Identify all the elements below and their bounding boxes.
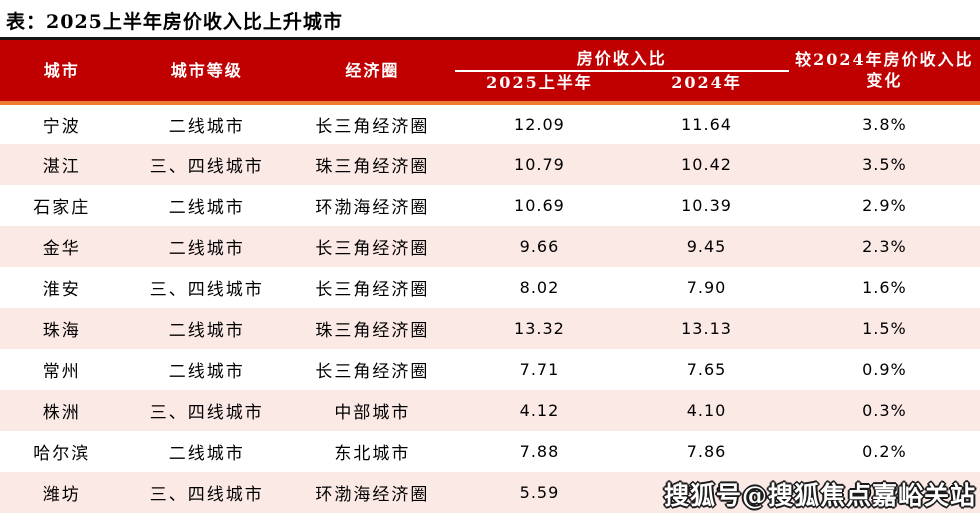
cell-ratio-2024: 11.64 <box>681 114 732 134</box>
cell-region: 环渤海经济圈 <box>315 197 430 218</box>
cell-city: 金华 <box>42 238 81 259</box>
table-row: 淮安 三、四线城市 长三角经济圈 8.02 7.90 1.6% <box>0 266 980 308</box>
page-title: 表：2025上半年房价收入比上升城市 <box>6 11 343 33</box>
cell-change: 3.8% <box>862 114 907 134</box>
cell-ratio-2025h1: 4.12 <box>519 400 560 420</box>
table-row: 珠海 二线城市 珠三角经济圈 13.32 13.13 1.5% <box>0 307 980 349</box>
cell-region: 长三角经济圈 <box>315 238 430 259</box>
cell-city: 湛江 <box>42 156 81 177</box>
table-header: 城市 城市等级 经济圈 房价收入比 较2024年房价收入比变化 2025上半年 … <box>0 38 980 103</box>
cell-ratio-2024: 10.42 <box>681 154 732 174</box>
cell-tier: 二线城市 <box>168 116 245 137</box>
table-body: 宁波 二线城市 长三角经济圈 12.09 11.64 3.8% 湛江 三、四线城市 珠三角经济圈… <box>0 102 980 513</box>
table-row: 宁波 二线城市 长三角经济圈 12.09 11.64 3.8% <box>0 102 980 144</box>
cell-city: 潍坊 <box>42 484 81 505</box>
table-row: 金华 二线城市 长三角经济圈 9.66 9.45 2.3% <box>0 225 980 267</box>
cell-ratio-2024: 9.45 <box>686 236 727 256</box>
cell-region: 东北城市 <box>334 443 411 464</box>
cell-change: 3.5% <box>862 154 907 174</box>
col-header-region: 经济圈 <box>290 38 455 103</box>
table-row: 哈尔滨 二线城市 东北城市 7.88 7.86 0.2% <box>0 430 980 472</box>
col-header-2025h1: 2025上半年 <box>454 70 625 103</box>
cell-city: 常州 <box>42 361 81 382</box>
cell-tier: 三、四线城市 <box>149 156 264 177</box>
col-header-city: 城市 <box>0 38 124 103</box>
cell-change: 0.2% <box>862 482 907 502</box>
cell-tier: 二线城市 <box>168 361 245 382</box>
cell-ratio-2025h1: 5.59 <box>519 482 560 502</box>
cell-ratio-2025h1: 12.09 <box>514 114 565 134</box>
cell-tier: 二线城市 <box>168 197 245 218</box>
cell-city: 石家庄 <box>33 197 91 218</box>
cell-region: 珠三角经济圈 <box>315 320 430 341</box>
cell-ratio-2025h1: 7.88 <box>519 441 560 461</box>
cell-region: 长三角经济圈 <box>315 279 430 300</box>
cell-ratio-2024: 5.58 <box>686 482 727 502</box>
cell-ratio-2025h1: 10.69 <box>514 195 565 215</box>
table-row: 常州 二线城市 长三角经济圈 7.71 7.65 0.9% <box>0 348 980 390</box>
cell-tier: 三、四线城市 <box>149 279 264 300</box>
cell-ratio-2024: 7.90 <box>686 277 727 297</box>
table-row: 株洲 三、四线城市 中部城市 4.12 4.10 0.3% <box>0 389 980 431</box>
col-header-change: 较2024年房价收入比变化 <box>788 38 980 103</box>
cell-ratio-2025h1: 10.79 <box>514 154 565 174</box>
cell-ratio-2024: 10.39 <box>681 195 732 215</box>
cell-city: 株洲 <box>42 402 81 423</box>
cell-city: 淮安 <box>42 279 81 300</box>
cell-city: 珠海 <box>42 320 81 341</box>
cell-region: 珠三角经济圈 <box>315 156 430 177</box>
cell-tier: 二线城市 <box>168 320 245 341</box>
cell-tier: 三、四线城市 <box>149 484 264 505</box>
header-row-group: 城市 城市等级 经济圈 房价收入比 较2024年房价收入比变化 <box>0 38 980 103</box>
cell-ratio-2025h1: 9.66 <box>519 236 560 256</box>
cell-region: 环渤海经济圈 <box>315 484 430 505</box>
table-row: 潍坊 三、四线城市 环渤海经济圈 5.59 5.58 0.2% <box>0 471 980 513</box>
table-row: 湛江 三、四线城市 珠三角经济圈 10.79 10.42 3.5% <box>0 143 980 185</box>
cell-change: 0.9% <box>862 359 907 379</box>
cell-ratio-2024: 4.10 <box>686 400 727 420</box>
header-row-sub: 2025上半年 2024年 <box>0 70 980 103</box>
cell-region: 长三角经济圈 <box>315 116 430 137</box>
cell-ratio-2025h1: 7.71 <box>519 359 560 379</box>
cell-change: 1.6% <box>862 277 907 297</box>
cell-tier: 二线城市 <box>168 443 245 464</box>
cell-ratio-2024: 13.13 <box>681 318 732 338</box>
cell-ratio-2025h1: 8.02 <box>519 277 560 297</box>
cell-change: 2.9% <box>862 195 907 215</box>
cell-change: 1.5% <box>862 318 907 338</box>
cell-change: 2.3% <box>862 236 907 256</box>
cell-region: 长三角经济圈 <box>315 361 430 382</box>
cell-tier: 三、四线城市 <box>149 402 264 423</box>
price-income-ratio-table: 城市 城市等级 经济圈 房价收入比 较2024年房价收入比变化 2025上半年 … <box>0 37 980 513</box>
cell-change: 0.3% <box>862 400 907 420</box>
cell-region: 中部城市 <box>334 402 411 423</box>
sohu-watermark: 搜狐号@搜狐焦点嘉峪关站 <box>663 481 976 510</box>
cell-tier: 二线城市 <box>168 238 245 259</box>
col-header-tier: 城市等级 <box>123 38 291 103</box>
table-row: 石家庄 二线城市 环渤海经济圈 10.69 10.39 2.9% <box>0 184 980 226</box>
col-header-ratio-group: 房价收入比 <box>454 38 789 72</box>
cell-ratio-2024: 7.86 <box>686 441 727 461</box>
cell-city: 宁波 <box>42 116 81 137</box>
col-header-2024: 2024年 <box>624 70 789 103</box>
cell-ratio-2024: 7.65 <box>686 359 727 379</box>
cell-city: 哈尔滨 <box>33 443 91 464</box>
cell-change: 0.2% <box>862 441 907 461</box>
cell-ratio-2025h1: 13.32 <box>514 318 565 338</box>
